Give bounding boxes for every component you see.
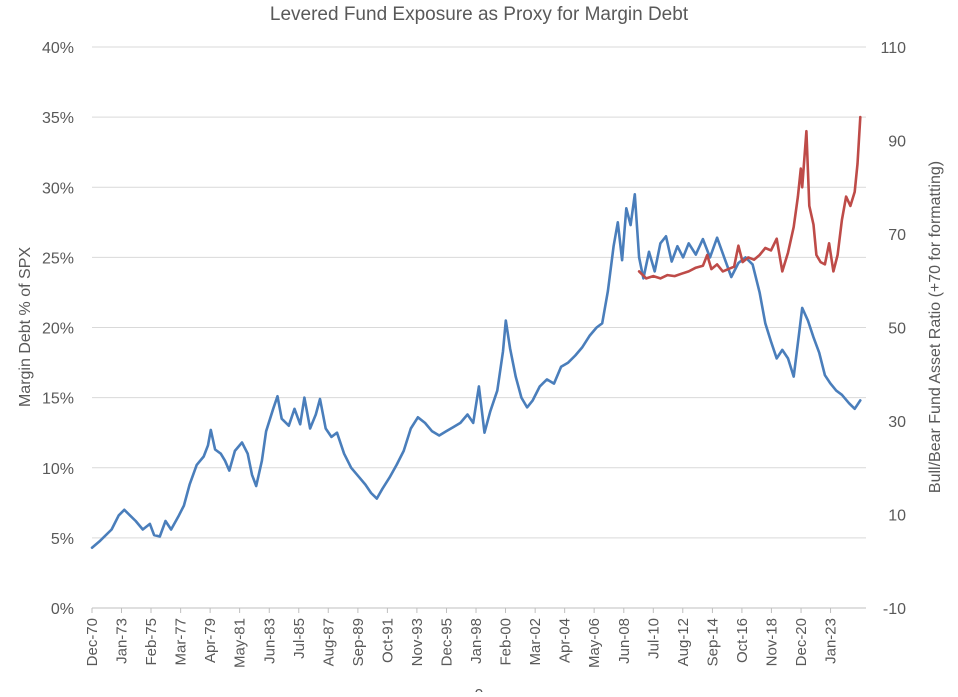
- y-tick-label: 25%: [42, 250, 74, 267]
- y2-tick-label: 30: [888, 414, 906, 431]
- x-tick-label: Sep-89: [350, 618, 367, 666]
- y-tick-label: 15%: [42, 391, 74, 408]
- y2-tick-label: 10: [888, 508, 906, 525]
- series-line-margin-debt: [90, 193, 862, 550]
- x-tick-label: May-81: [232, 618, 249, 668]
- x-tick-label: Aug-87: [320, 618, 337, 666]
- x-tick-label: Jul-10: [645, 618, 662, 659]
- y2-tick-label: 110: [880, 40, 906, 57]
- y-axis-label-right: Bull/Bear Fund Asset Ratio (+70 for form…: [927, 161, 944, 493]
- x-tick-label: Mar-77: [173, 618, 190, 666]
- x-tick-label: Oct-16: [734, 618, 751, 663]
- y-tick-label: 35%: [42, 110, 74, 127]
- x-tick-label: Oct-91: [379, 618, 396, 663]
- y2-tick-label: 70: [888, 227, 906, 244]
- x-tick-label: Nov-18: [763, 618, 780, 666]
- x-tick-label: Jan-73: [113, 618, 130, 664]
- x-axis-label: 0: [475, 687, 484, 692]
- x-tick-label: Dec-95: [439, 618, 456, 666]
- x-tick-label: Sep-14: [704, 618, 721, 666]
- y-tick-label: 30%: [42, 180, 74, 197]
- x-tick-label: Jan-98: [468, 618, 485, 664]
- x-axis-ticks: Dec-70 Jan-73 Feb-75 Mar-77 Apr-79 May-81 Jun-…: [84, 608, 840, 668]
- x-tick-label: Jun-83: [261, 618, 278, 664]
- y-axis-label-left: Margin Debt % of SPX: [17, 247, 34, 407]
- x-tick-label: Jun-08: [616, 618, 633, 664]
- x-tick-label: May-06: [586, 618, 603, 668]
- y-tick-label: 10%: [42, 461, 74, 478]
- y-axis-left-ticks: 0% 5% 10% 15% 20% 25% 30% 35% 40%: [42, 40, 74, 618]
- y-tick-label: 20%: [42, 321, 74, 338]
- x-tick-label: Nov-93: [409, 618, 426, 666]
- y2-tick-label: -10: [883, 601, 906, 618]
- series-lines: [90, 115, 862, 550]
- x-tick-label: Jan-23: [823, 618, 840, 664]
- chart-title: Levered Fund Exposure as Proxy for Margi…: [270, 4, 689, 25]
- gridlines: [92, 46, 866, 539]
- x-tick-label: Feb-75: [143, 618, 160, 666]
- x-tick-label: Dec-70: [84, 618, 101, 666]
- y-tick-label: 40%: [42, 40, 74, 57]
- x-tick-label: Mar-02: [527, 618, 544, 666]
- x-tick-label: Jul-85: [291, 618, 308, 659]
- x-tick-label: Feb-00: [498, 618, 515, 666]
- x-tick-label: Apr-04: [557, 618, 574, 663]
- y-axis-right-ticks: -10 10 30 50 70 90 110: [880, 40, 906, 618]
- y-tick-label: 0%: [51, 601, 74, 618]
- x-tick-label: Apr-79: [202, 618, 219, 663]
- y2-tick-label: 50: [888, 321, 906, 338]
- y-tick-label: 5%: [51, 531, 74, 548]
- series-line-bull-bear-ratio: [637, 115, 862, 280]
- y2-tick-label: 90: [888, 134, 906, 151]
- x-tick-label: Dec-20: [793, 618, 810, 666]
- x-tick-label: Aug-12: [675, 618, 692, 666]
